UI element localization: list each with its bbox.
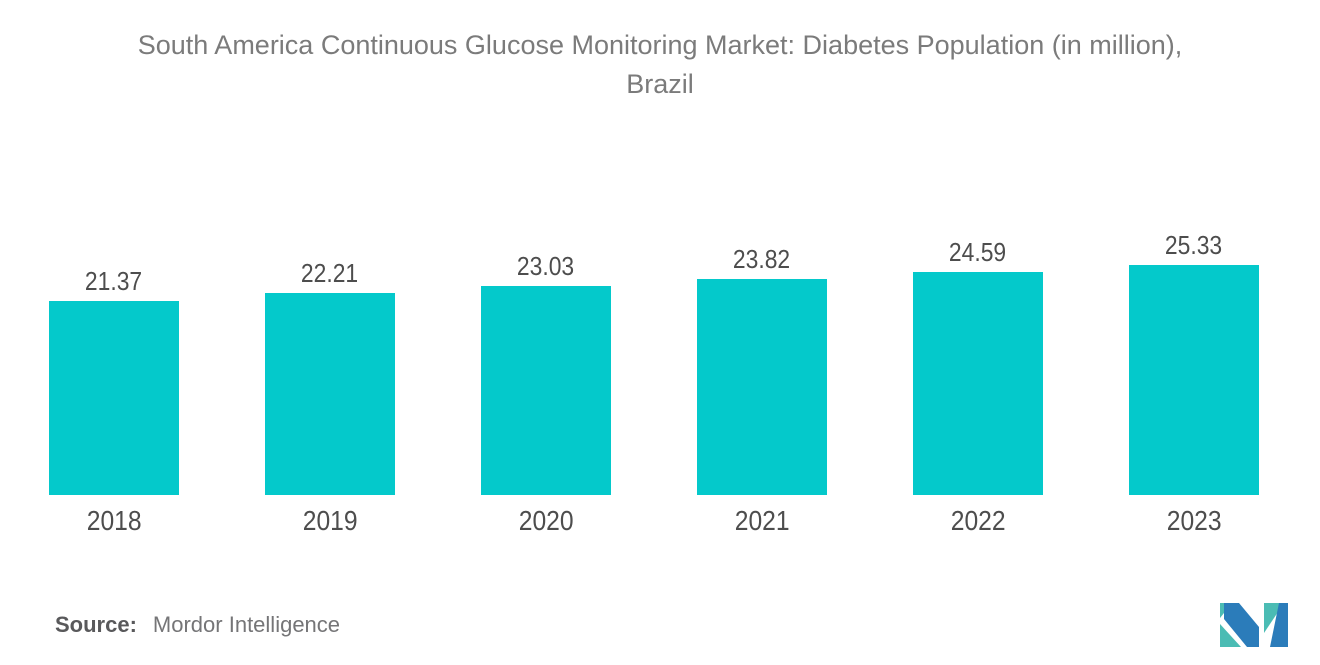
chart-title-line2: Brazil [626, 69, 694, 99]
x-axis-label-text: 2021 [734, 505, 790, 536]
x-axis-label: 2022 [913, 505, 1043, 537]
bar-value-label: 24.59 [949, 237, 1007, 267]
bar [49, 301, 179, 495]
x-axis-label-text: 2019 [302, 505, 358, 536]
bar-value-label: 23.82 [733, 244, 791, 274]
bar-column: 25.33 [1129, 230, 1259, 495]
x-axis-label-text: 2018 [86, 505, 142, 536]
x-axis-label: 2019 [265, 505, 395, 537]
logo-teal-bottom-left-triangle [1220, 624, 1241, 647]
chart-title: South America Continuous Glucose Monitor… [0, 0, 1320, 104]
bar [1129, 265, 1259, 495]
source-text: Mordor Intelligence [152, 612, 341, 637]
source-note: Source: Mordor Intelligence [55, 612, 340, 638]
logo-blue-right-diagonal [1270, 603, 1288, 647]
bar-chart-plot-area: 21.37 22.21 23.03 23.82 24.59 25.33 [0, 230, 1320, 495]
x-axis-label: 2018 [49, 505, 179, 537]
bar-value-label: 22.21 [301, 258, 359, 288]
bar [265, 293, 395, 495]
bar-value-label: 21.37 [85, 266, 143, 296]
x-axis-label-text: 2020 [518, 505, 574, 536]
bar-column: 23.03 [481, 251, 611, 495]
x-axis-label: 2023 [1129, 505, 1259, 537]
x-axis-label-text: 2022 [950, 505, 1006, 536]
bar [481, 286, 611, 495]
chart-footer: Source: Mordor Intelligence [0, 603, 1320, 647]
bar-value-label: 23.03 [517, 251, 575, 281]
x-axis-label-text: 2023 [1166, 505, 1222, 536]
bar-column: 23.82 [697, 244, 827, 495]
mordor-intelligence-logo [1220, 603, 1288, 647]
x-axis-labels: 2018 2019 2020 2021 2022 2023 [0, 505, 1320, 537]
bar-column: 24.59 [913, 237, 1043, 495]
bar-column: 22.21 [265, 258, 395, 495]
bar-column: 21.37 [49, 266, 179, 495]
logo-blue-left-diagonal [1224, 603, 1259, 647]
source-label: Source: [55, 612, 137, 637]
x-axis-label: 2020 [481, 505, 611, 537]
bar-value-label: 25.33 [1165, 230, 1223, 260]
bar [697, 279, 827, 495]
x-axis-label: 2021 [697, 505, 827, 537]
bar [913, 272, 1043, 495]
chart-title-line1: South America Continuous Glucose Monitor… [137, 30, 1183, 60]
